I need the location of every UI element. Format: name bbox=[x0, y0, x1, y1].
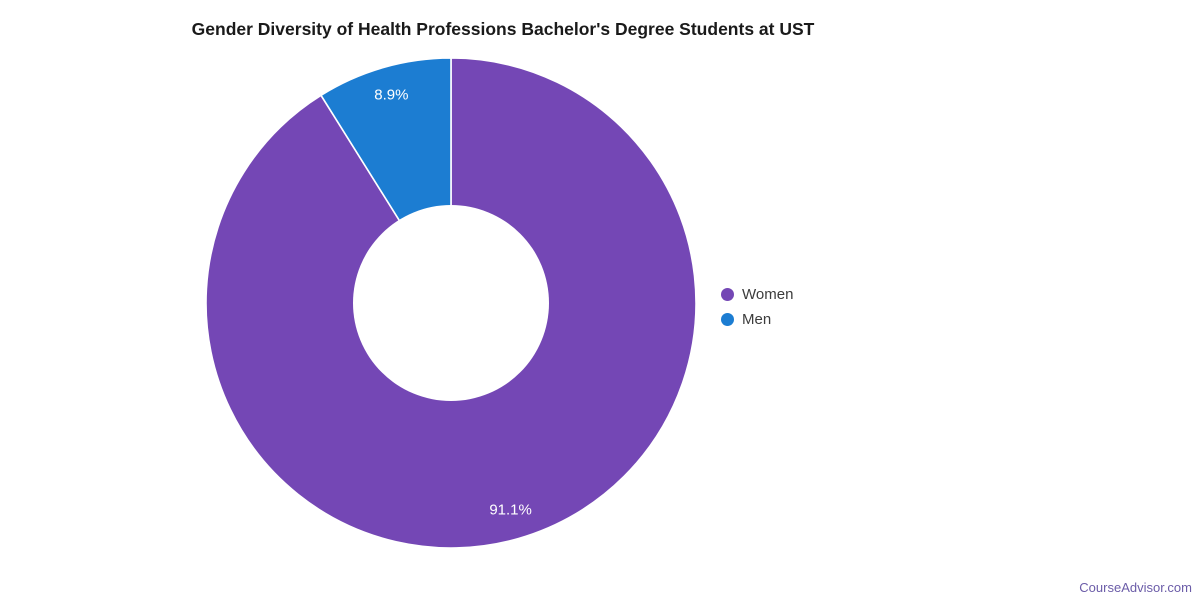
legend-item-men[interactable]: Men bbox=[721, 307, 793, 332]
legend-swatch-men-icon bbox=[721, 313, 734, 326]
legend-swatch-women-icon bbox=[721, 288, 734, 301]
legend-label-women: Women bbox=[742, 286, 794, 303]
slice-label-women: 91.1% bbox=[489, 502, 532, 519]
courseadvisor-link[interactable]: CourseAdvisor.com bbox=[1079, 580, 1192, 595]
slice-label-men: 8.9% bbox=[374, 86, 408, 103]
chart-title: Gender Diversity of Health Professions B… bbox=[191, 19, 815, 39]
chart-legend: Women Men bbox=[721, 282, 793, 332]
legend-item-women[interactable]: Women bbox=[721, 282, 793, 307]
donut-hole bbox=[353, 205, 549, 401]
donut-chart: 91.1% 8.9% bbox=[205, 57, 697, 549]
donut-chart-area: 91.1% 8.9% bbox=[191, 43, 711, 563]
legend-label-men: Men bbox=[742, 311, 772, 328]
